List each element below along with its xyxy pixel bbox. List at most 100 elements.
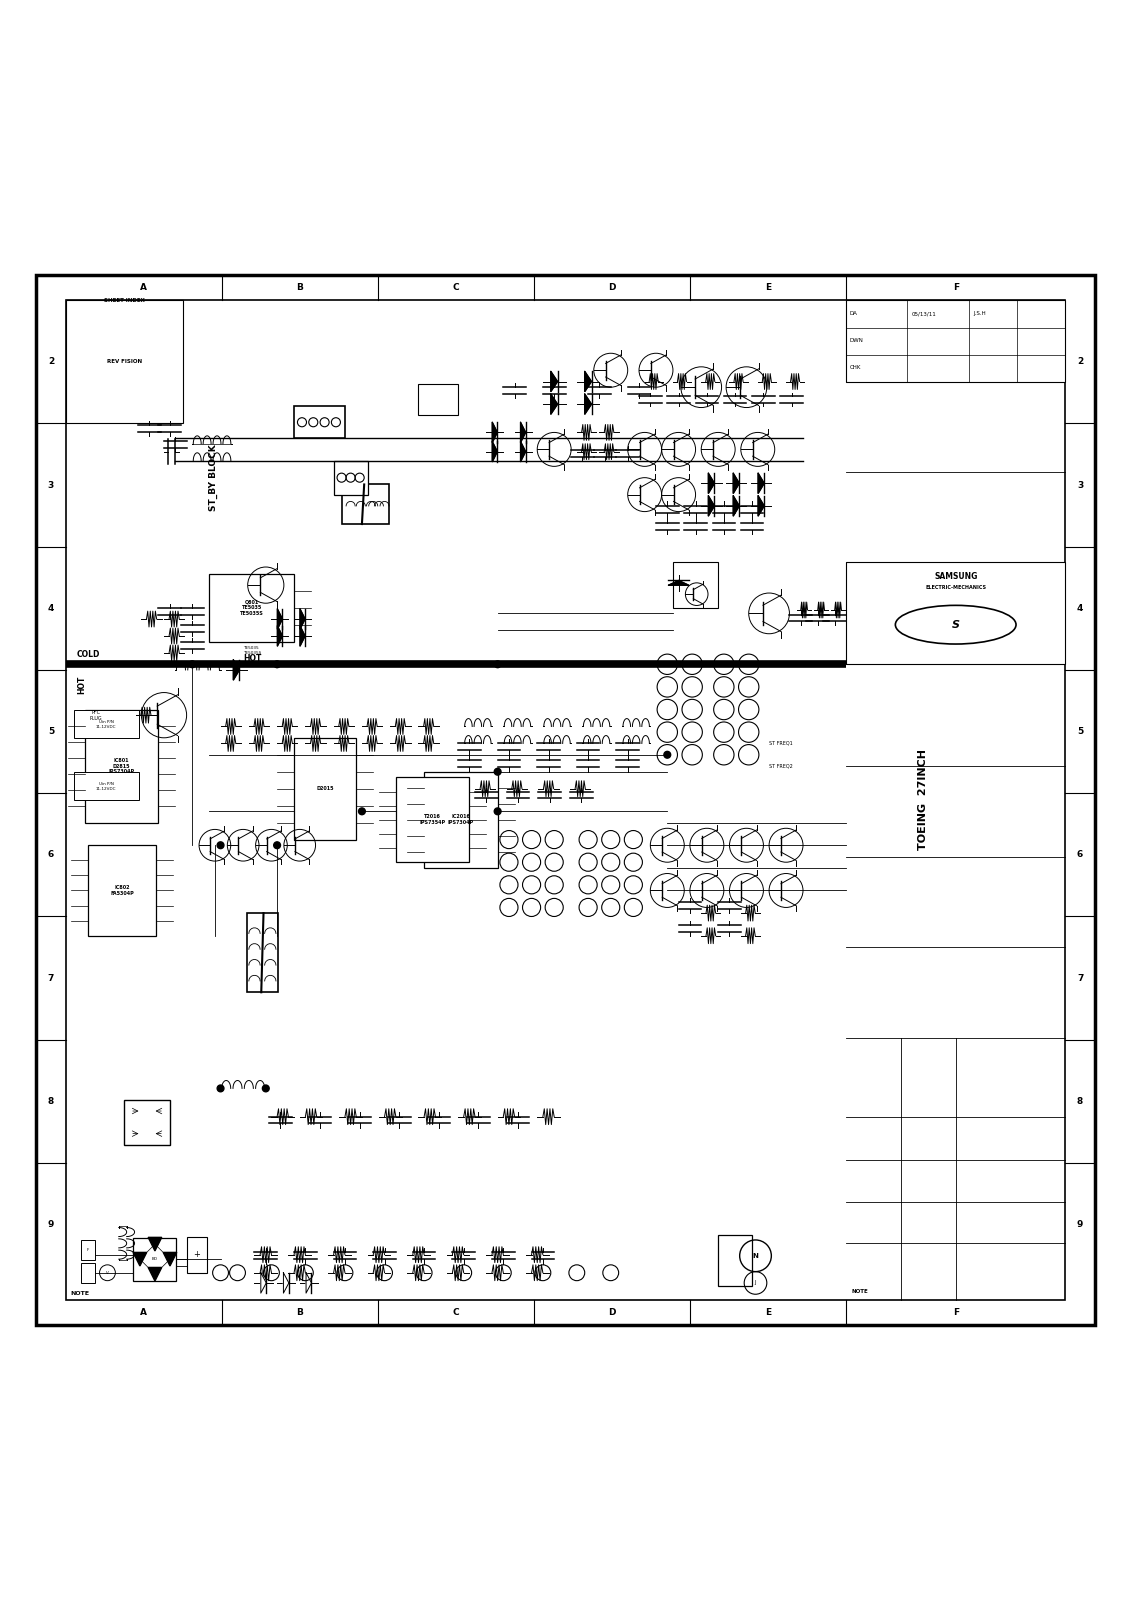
- Polygon shape: [733, 496, 740, 517]
- Polygon shape: [492, 442, 498, 462]
- Polygon shape: [708, 496, 715, 517]
- Text: DWN: DWN: [849, 338, 863, 344]
- Text: T2016
IPS7354P: T2016 IPS7354P: [420, 814, 446, 826]
- Bar: [294, 406, 345, 438]
- Text: V: V: [106, 1270, 109, 1275]
- Text: F: F: [87, 1248, 89, 1253]
- Text: IC801
D2815
IPS7304P: IC801 D2815 IPS7304P: [109, 758, 135, 774]
- Polygon shape: [300, 610, 305, 629]
- Text: HOT: HOT: [77, 675, 86, 694]
- Text: ST FREQ2: ST FREQ2: [769, 763, 793, 768]
- Polygon shape: [277, 626, 283, 646]
- Text: ST_BY BLOCK: ST_BY BLOCK: [209, 445, 218, 510]
- Text: F: F: [952, 1307, 959, 1317]
- Text: 7: 7: [1077, 974, 1083, 982]
- Text: F: F: [952, 283, 959, 293]
- Bar: [85, 709, 158, 822]
- Text: SAMSUNG: SAMSUNG: [934, 571, 977, 581]
- Text: E: E: [765, 1307, 771, 1317]
- Polygon shape: [163, 1253, 176, 1266]
- Polygon shape: [520, 442, 526, 462]
- Polygon shape: [551, 394, 558, 414]
- Text: 3: 3: [48, 480, 54, 490]
- Circle shape: [217, 1085, 224, 1091]
- Ellipse shape: [896, 605, 1016, 645]
- Polygon shape: [148, 1267, 162, 1282]
- Polygon shape: [668, 581, 689, 586]
- Circle shape: [274, 661, 280, 667]
- Text: 9: 9: [1077, 1221, 1083, 1229]
- Circle shape: [217, 842, 224, 848]
- Bar: [124, 1099, 170, 1146]
- Polygon shape: [733, 474, 740, 493]
- Text: +: +: [193, 1250, 200, 1259]
- Text: SHEET INDEX: SHEET INDEX: [104, 298, 145, 302]
- Text: 6: 6: [48, 850, 54, 859]
- Text: N: N: [752, 1253, 759, 1259]
- Bar: [74, 771, 139, 800]
- Text: B: B: [296, 283, 303, 293]
- Text: IC2016
IPS7304P: IC2016 IPS7304P: [448, 814, 474, 826]
- Circle shape: [262, 1085, 269, 1091]
- Text: C: C: [452, 1307, 459, 1317]
- Text: BD: BD: [152, 1258, 158, 1261]
- Circle shape: [494, 768, 501, 774]
- Text: HOT: HOT: [243, 654, 261, 662]
- Circle shape: [189, 661, 196, 667]
- Text: E: E: [765, 283, 771, 293]
- Bar: [294, 738, 356, 840]
- Polygon shape: [233, 659, 240, 680]
- Bar: [81, 1262, 95, 1283]
- Bar: [396, 778, 469, 862]
- Text: Uin P/N
11-12VDC: Uin P/N 11-12VDC: [96, 782, 116, 790]
- Text: DA: DA: [849, 312, 857, 317]
- Polygon shape: [758, 474, 765, 493]
- Text: 7: 7: [48, 974, 54, 982]
- Text: 8: 8: [48, 1098, 54, 1106]
- Text: 2: 2: [48, 357, 54, 366]
- Polygon shape: [551, 371, 558, 392]
- Polygon shape: [585, 371, 592, 392]
- Text: PFC
PLUG: PFC PLUG: [89, 710, 103, 720]
- Text: NOTE: NOTE: [70, 1291, 89, 1296]
- Text: IC802
FA5304P: IC802 FA5304P: [111, 885, 133, 896]
- Text: REV FISION: REV FISION: [106, 360, 141, 365]
- Circle shape: [494, 661, 501, 667]
- Bar: [66, 301, 1065, 1299]
- Text: C: C: [452, 283, 459, 293]
- Text: Q801
TE5035
TE5035S: Q801 TE5035 TE5035S: [240, 600, 264, 616]
- Bar: [81, 1240, 95, 1261]
- Text: CHK: CHK: [849, 365, 861, 370]
- Bar: [718, 1235, 752, 1286]
- Text: A: A: [140, 283, 147, 293]
- Bar: [66, 301, 182, 424]
- Text: 4: 4: [1077, 603, 1083, 613]
- Text: ST FREQ1: ST FREQ1: [769, 741, 793, 746]
- Bar: [187, 1237, 207, 1272]
- Text: 9: 9: [48, 1221, 54, 1229]
- Bar: [88, 845, 156, 936]
- Text: 2: 2: [1077, 357, 1083, 366]
- Polygon shape: [277, 610, 283, 629]
- Text: TOEING  27INCH: TOEING 27INCH: [917, 749, 927, 851]
- Bar: [342, 485, 389, 525]
- Circle shape: [274, 842, 280, 848]
- Polygon shape: [148, 1237, 162, 1251]
- Text: B: B: [296, 1307, 303, 1317]
- Text: 3: 3: [1077, 480, 1083, 490]
- Circle shape: [664, 752, 671, 758]
- Text: TE5035
TE5035S: TE5035 TE5035S: [243, 646, 261, 654]
- Text: D2015: D2015: [317, 786, 334, 790]
- Text: ELECTRIC-MECHANICS: ELECTRIC-MECHANICS: [925, 586, 986, 590]
- Text: Uin P/N
11-12VDC: Uin P/N 11-12VDC: [96, 720, 116, 728]
- Polygon shape: [300, 626, 305, 646]
- Polygon shape: [708, 474, 715, 493]
- Text: 8: 8: [1077, 1098, 1083, 1106]
- Text: NOTE: NOTE: [852, 1290, 869, 1294]
- Circle shape: [494, 808, 501, 814]
- Polygon shape: [520, 422, 526, 443]
- Polygon shape: [261, 1272, 266, 1293]
- Bar: [424, 771, 498, 867]
- Bar: [334, 461, 368, 494]
- Text: 05/13/11: 05/13/11: [912, 312, 936, 317]
